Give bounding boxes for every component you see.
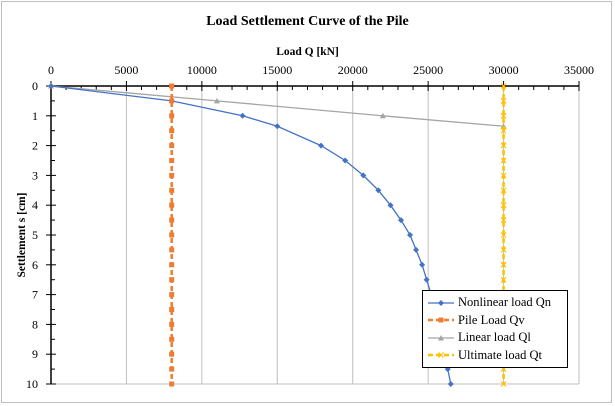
legend-symbol-nonlinear (428, 299, 454, 306)
x-axis-title: Load Q [kN] (276, 46, 339, 58)
y-tick-label: 0 (32, 79, 38, 93)
y-tick-label: 1 (32, 109, 38, 123)
data-point (500, 232, 507, 238)
data-point (500, 217, 507, 224)
data-point (500, 202, 507, 209)
data-point (169, 277, 175, 283)
data-point (500, 142, 507, 149)
x-tick-label: 25000 (413, 63, 443, 77)
legend-label: Ultimate load Qt (458, 347, 543, 362)
y-tick-label: 6 (32, 258, 38, 272)
data-point (423, 276, 430, 283)
legend-item: Linear load Ql (426, 329, 567, 347)
data-point (438, 334, 444, 341)
data-point (169, 262, 175, 268)
series-line (50, 85, 452, 385)
data-point (169, 158, 175, 163)
x-tick-label: 5000 (114, 63, 138, 77)
data-point (169, 113, 175, 119)
legend-item: Ultimate load Qt (426, 347, 567, 365)
data-point (375, 187, 382, 194)
data-point (169, 381, 175, 387)
y-tick-label: 5 (32, 228, 38, 242)
data-point (407, 232, 414, 238)
data-point (500, 261, 507, 268)
data-point (447, 381, 454, 387)
x-tick-label: 15000 (262, 63, 292, 77)
data-point (169, 232, 175, 238)
data-point (419, 261, 426, 268)
data-point (500, 381, 507, 387)
data-point (360, 172, 367, 179)
x-tick-label: 20000 (338, 63, 368, 77)
series-line (50, 85, 504, 127)
data-point (169, 247, 175, 253)
data-point (387, 202, 394, 209)
data-point (500, 246, 507, 253)
legend: Nonlinear load Qn Pile Load Qv Linear lo… (422, 290, 568, 368)
data-point (438, 352, 444, 359)
data-point (500, 127, 507, 134)
data-point (169, 172, 175, 178)
data-point (169, 321, 175, 327)
data-point (169, 307, 175, 312)
legend-symbol-linear (428, 334, 454, 341)
y-tick-label: 9 (32, 347, 38, 361)
data-point (169, 202, 175, 208)
data-point (169, 98, 175, 104)
data-point (342, 157, 349, 164)
y-tick-label: 7 (32, 288, 38, 302)
data-point (169, 217, 175, 223)
data-point (169, 83, 175, 89)
y-tick-label: 3 (32, 168, 38, 182)
y-tick-label: 2 (32, 139, 38, 153)
x-tick-label: 35000 (564, 63, 594, 77)
y-tick-label: 4 (32, 198, 38, 212)
data-point (169, 143, 175, 149)
data-point (274, 123, 281, 130)
data-point (500, 172, 507, 179)
data-point (500, 97, 507, 104)
data-point (397, 217, 404, 224)
x-tick-label: 0 (48, 63, 54, 77)
x-tick-label: 10000 (187, 63, 217, 77)
data-point (379, 112, 386, 119)
data-point (169, 128, 175, 134)
y-tick-label: 10 (26, 377, 38, 391)
data-point (169, 336, 175, 342)
data-point (413, 246, 420, 253)
data-point (169, 292, 175, 298)
legend-item: Pile Load Qv (426, 312, 567, 330)
data-point (500, 112, 507, 119)
data-point (500, 123, 507, 129)
data-point (213, 97, 220, 104)
legend-label: Linear load Ql (458, 330, 531, 345)
data-point (500, 157, 507, 164)
data-point (318, 142, 325, 149)
data-point (500, 83, 507, 89)
legend-label: Pile Load Qv (458, 312, 525, 327)
chart-title: Load Settlement Curve of the Pile (206, 14, 409, 29)
data-point (48, 83, 54, 89)
data-point (169, 366, 175, 372)
data-point (438, 299, 444, 306)
legend-symbol-ultimate (428, 352, 454, 359)
data-point (169, 187, 175, 193)
x-tick-label: 30000 (489, 63, 519, 77)
y-tick-label: 8 (32, 317, 38, 331)
data-point (438, 317, 444, 323)
data-point (500, 276, 507, 283)
data-point (500, 187, 507, 194)
legend-symbol-pile (428, 317, 454, 323)
legend-label: Nonlinear load Qn (458, 295, 552, 310)
data-point (169, 351, 175, 357)
legend-item: Nonlinear load Qn (426, 294, 567, 312)
data-point (239, 112, 246, 119)
